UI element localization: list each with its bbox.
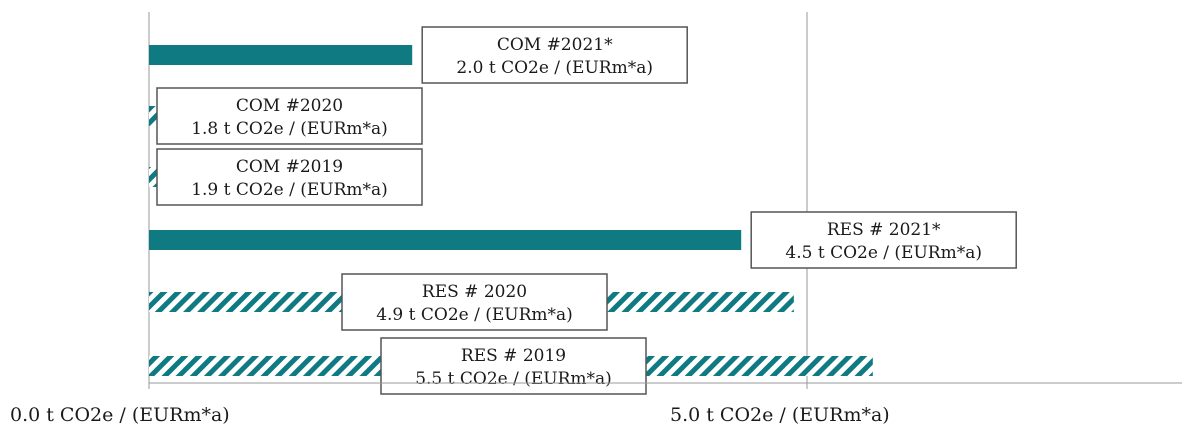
bar-label-box-2 — [156, 87, 423, 145]
bar-label-box-3 — [156, 148, 423, 206]
bar-1 — [149, 45, 413, 65]
value-label-2: 1.8 t CO2e / (EURm*a) — [191, 119, 388, 139]
bar-label-box-1 — [421, 26, 688, 84]
bar-label-box-4 — [750, 211, 1017, 269]
category-label-3: COM #2019 — [236, 157, 343, 177]
category-label-6: RES # 2019 — [461, 346, 566, 366]
value-label-1: 2.0 t CO2e / (EURm*a) — [456, 58, 653, 78]
category-label-5: RES # 2020 — [422, 282, 527, 302]
x-tick-label-1: 5.0 t CO2e / (EURm*a) — [670, 404, 890, 426]
bar-4 — [149, 230, 742, 250]
gridlines — [148, 12, 808, 389]
category-label-2: COM #2020 — [236, 96, 343, 116]
category-label-1: COM #2021* — [497, 35, 613, 55]
x-tick-label-0: 0.0 t CO2e / (EURm*a) — [10, 404, 230, 426]
bar-label-box-6 — [380, 337, 647, 395]
value-label-6: 5.5 t CO2e / (EURm*a) — [415, 369, 612, 389]
value-label-4: 4.5 t CO2e / (EURm*a) — [785, 243, 982, 263]
value-label-5: 4.9 t CO2e / (EURm*a) — [376, 305, 573, 325]
value-label-3: 1.9 t CO2e / (EURm*a) — [191, 180, 388, 200]
category-label-4: RES # 2021* — [827, 220, 941, 240]
x-axis: 0.0 t CO2e / (EURm*a) 5.0 t CO2e / (EURm*… — [10, 382, 1182, 426]
bar-label-box-5 — [341, 273, 608, 331]
bar-labels: COM #2021* 2.0 t CO2e / (EURm*a) COM #2020… — [156, 26, 1017, 395]
